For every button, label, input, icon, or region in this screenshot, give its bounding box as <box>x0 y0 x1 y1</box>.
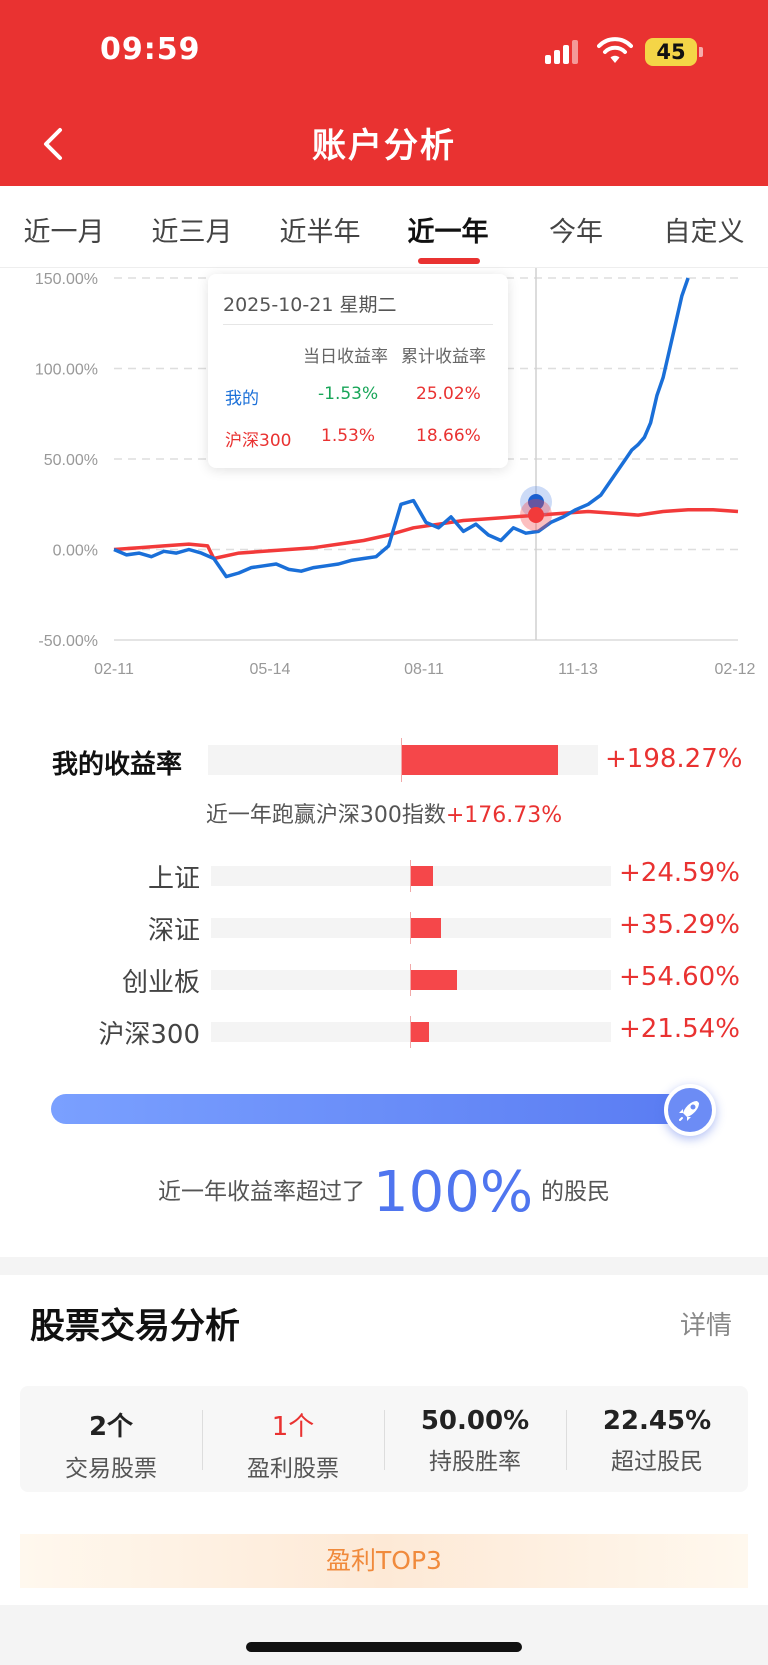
exceed-prefix: 近一年收益率超过了 <box>157 1179 365 1205</box>
stat-label: 持股胜率 <box>429 1449 521 1475</box>
tab-1y[interactable]: 近一年 <box>407 217 489 248</box>
my-return-zero-line <box>401 738 402 782</box>
tab-3m[interactable]: 近三月 <box>151 217 233 248</box>
stat-value: 22.45% <box>602 1406 712 1436</box>
exceed-value: 100% <box>372 1160 534 1225</box>
tooltip-date: 2025-10-21 星期二 <box>223 294 397 316</box>
index-bar <box>411 918 441 938</box>
index-name: 沪深300 <box>98 1020 200 1050</box>
x-tick-label: 08-11 <box>404 661 444 678</box>
stat-divider <box>202 1410 203 1470</box>
index-bar <box>411 1022 429 1042</box>
battery-icon: 45 <box>645 38 697 66</box>
beat-index-label: 近一年跑赢沪深300指数 <box>205 803 446 828</box>
stat-win-rate: 50.00% 持股胜率 <box>384 1386 566 1492</box>
stat-value: 2个 <box>88 1412 134 1442</box>
x-tick-label: 02-12 <box>715 661 756 678</box>
stat-divider <box>384 1410 385 1470</box>
y-tick-label: 50.00% <box>44 452 98 469</box>
header-bar: 09:59 45 账户分析 <box>0 0 768 186</box>
stat-value: 1个 <box>271 1412 315 1442</box>
index-bar <box>411 866 433 886</box>
bottom-band <box>0 1605 768 1665</box>
chart-tooltip: 2025-10-21 星期二 当日收益率 累计收益率 我的 -1.53% 25.… <box>208 274 508 468</box>
y-tick-label: -50.00% <box>38 633 98 650</box>
tab-6m[interactable]: 近半年 <box>279 217 361 248</box>
x-tick-label: 02-11 <box>94 661 134 678</box>
tooltip-row-mine-name: 我的 <box>225 389 259 409</box>
tab-1m[interactable]: 近一月 <box>23 217 105 248</box>
tooltip-row-mine-daily: -1.53% <box>318 384 379 404</box>
wifi-icon <box>597 37 633 63</box>
x-tick-label: 05-14 <box>250 661 291 678</box>
series-line <box>113 507 739 561</box>
tab-ytd[interactable]: 今年 <box>549 217 603 248</box>
tooltip-row-index-cumulative: 18.66% <box>416 426 481 446</box>
x-tick-label: 11-13 <box>558 661 598 678</box>
stat-label: 盈利股票 <box>247 1456 339 1482</box>
section-divider <box>0 1257 768 1275</box>
y-tick-label: 0.00% <box>53 543 98 560</box>
stock-analysis-title: 股票交易分析 <box>30 1307 241 1347</box>
period-tabs: 近一月 近三月 近半年 近一年 今年 自定义 <box>0 186 768 268</box>
index-value: +24.59% <box>619 858 740 888</box>
tooltip-row-index-name: 沪深300 <box>225 431 292 451</box>
tooltip-divider <box>223 324 493 325</box>
stat-value: 50.00% <box>420 1406 530 1436</box>
my-return-value: +198.27% <box>605 744 743 774</box>
back-arrow-icon[interactable] <box>38 124 68 164</box>
stock-stats-card: 2个 交易股票 1个 盈利股票 50.00% 持股胜率 22.45% 超过股民 <box>20 1386 748 1492</box>
exceed-suffix: 的股民 <box>541 1179 611 1205</box>
active-tab-indicator <box>418 258 480 264</box>
my-return-label: 我的收益率 <box>52 750 183 780</box>
series-line <box>113 277 690 579</box>
tooltip-row-index-daily: 1.53% <box>321 426 376 446</box>
stat-exceed-investors: 22.45% 超过股民 <box>566 1386 748 1492</box>
home-indicator[interactable] <box>246 1642 522 1652</box>
index-zero-line <box>410 1016 411 1048</box>
index-name: 上证 <box>147 864 200 894</box>
beat-index-value: +176.73% <box>445 803 563 828</box>
stat-divider <box>566 1410 567 1470</box>
status-time: 09:59 <box>100 32 201 67</box>
tab-custom[interactable]: 自定义 <box>663 217 745 248</box>
stock-analysis-detail-link[interactable]: 详情 <box>680 1311 733 1341</box>
index-value: +35.29% <box>619 910 740 940</box>
y-tick-label: 150.00% <box>35 271 98 288</box>
profit-top3-banner[interactable]: 盈利TOP3 <box>20 1534 748 1588</box>
beat-index-text: 近一年跑赢沪深300指数+176.73% <box>0 797 768 829</box>
stat-label: 交易股票 <box>65 1456 157 1482</box>
index-name: 深证 <box>147 916 200 946</box>
stat-label: 超过股民 <box>611 1449 703 1475</box>
rocket-icon <box>664 1084 716 1136</box>
index-point <box>528 507 544 523</box>
tooltip-row-mine-cumulative: 25.02% <box>416 384 481 404</box>
page-title: 账户分析 <box>312 126 456 166</box>
stat-profit-stocks: 1个 盈利股票 <box>202 1386 384 1492</box>
percentile-bar <box>51 1094 693 1124</box>
index-zero-line <box>410 964 411 996</box>
return-chart[interactable]: 150.00% 100.00% 50.00% 0.00% -50.00% 02-11 05… <box>0 268 768 688</box>
my-point <box>528 494 544 510</box>
my-return-bar <box>402 745 558 775</box>
index-zero-line <box>410 860 411 892</box>
stat-traded-stocks: 2个 交易股票 <box>20 1386 202 1492</box>
index-value: +21.54% <box>619 1014 740 1044</box>
tooltip-header-daily: 当日收益率 <box>303 347 388 367</box>
battery-tip <box>699 47 703 57</box>
tooltip-header-cumulative: 累计收益率 <box>401 347 486 367</box>
exceed-text: 近一年收益率超过了 100% 的股民 <box>0 1160 768 1225</box>
signal-icon <box>545 40 581 64</box>
index-zero-line <box>410 912 411 944</box>
y-tick-label: 100.00% <box>35 362 98 379</box>
index-value: +54.60% <box>619 962 740 992</box>
index-name: 创业板 <box>121 968 200 998</box>
index-bar <box>411 970 457 990</box>
